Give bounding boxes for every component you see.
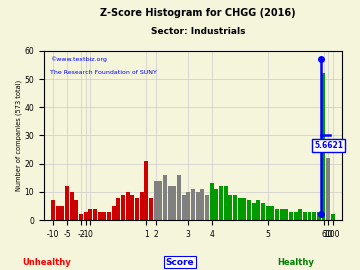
Bar (172, 186, 176, 220)
Bar (140, 192, 144, 220)
Text: Sector: Industrials: Sector: Industrials (151, 27, 245, 36)
Bar (65, 186, 69, 220)
Bar (154, 181, 158, 220)
Bar (135, 198, 139, 220)
Bar (144, 161, 148, 220)
Bar (200, 189, 204, 220)
Bar (307, 212, 311, 220)
Bar (228, 195, 232, 220)
Bar (205, 195, 209, 220)
Bar (219, 186, 223, 220)
Bar (298, 209, 302, 220)
Text: 5.6621: 5.6621 (314, 141, 343, 150)
Bar (312, 212, 316, 220)
Bar (247, 200, 251, 220)
Bar (191, 189, 195, 220)
Bar (280, 209, 284, 220)
Bar (75, 200, 78, 220)
Bar (121, 195, 125, 220)
Bar (284, 209, 288, 220)
Bar (266, 206, 270, 220)
Bar (130, 195, 134, 220)
Text: Healthy: Healthy (277, 258, 314, 266)
Text: ©www.textbiz.org: ©www.textbiz.org (50, 56, 107, 62)
Bar (126, 192, 130, 220)
Bar (84, 212, 88, 220)
Y-axis label: Number of companies (573 total): Number of companies (573 total) (15, 80, 22, 191)
Bar (186, 192, 190, 220)
Bar (177, 175, 181, 220)
Bar (79, 214, 83, 220)
Bar (182, 195, 186, 220)
Text: Z-Score Histogram for CHGG (2016): Z-Score Histogram for CHGG (2016) (100, 8, 296, 18)
Bar (93, 209, 97, 220)
Bar (224, 186, 228, 220)
Bar (116, 198, 120, 220)
Bar (289, 212, 293, 220)
Bar (158, 181, 162, 220)
Bar (51, 200, 55, 220)
Bar (210, 183, 213, 220)
Bar (242, 198, 246, 220)
Bar (270, 206, 274, 220)
Bar (163, 175, 167, 220)
Bar (256, 200, 260, 220)
Bar (275, 209, 279, 220)
Bar (70, 192, 74, 220)
Bar (233, 195, 237, 220)
Bar (149, 198, 153, 220)
Bar (238, 198, 242, 220)
Bar (303, 212, 307, 220)
Text: Unhealthy: Unhealthy (22, 258, 71, 266)
Bar (102, 212, 106, 220)
Bar (168, 186, 172, 220)
Bar (321, 73, 325, 220)
Text: The Research Foundation of SUNY: The Research Foundation of SUNY (50, 69, 157, 75)
Bar (214, 189, 218, 220)
Bar (107, 212, 111, 220)
Bar (195, 192, 199, 220)
Bar (56, 206, 60, 220)
Bar (89, 209, 93, 220)
Bar (252, 203, 256, 220)
Bar (60, 206, 64, 220)
Bar (331, 214, 335, 220)
Bar (326, 158, 330, 220)
Text: Score: Score (166, 258, 194, 266)
Bar (317, 212, 321, 220)
Bar (261, 203, 265, 220)
Bar (293, 212, 297, 220)
Bar (112, 206, 116, 220)
Bar (98, 212, 102, 220)
